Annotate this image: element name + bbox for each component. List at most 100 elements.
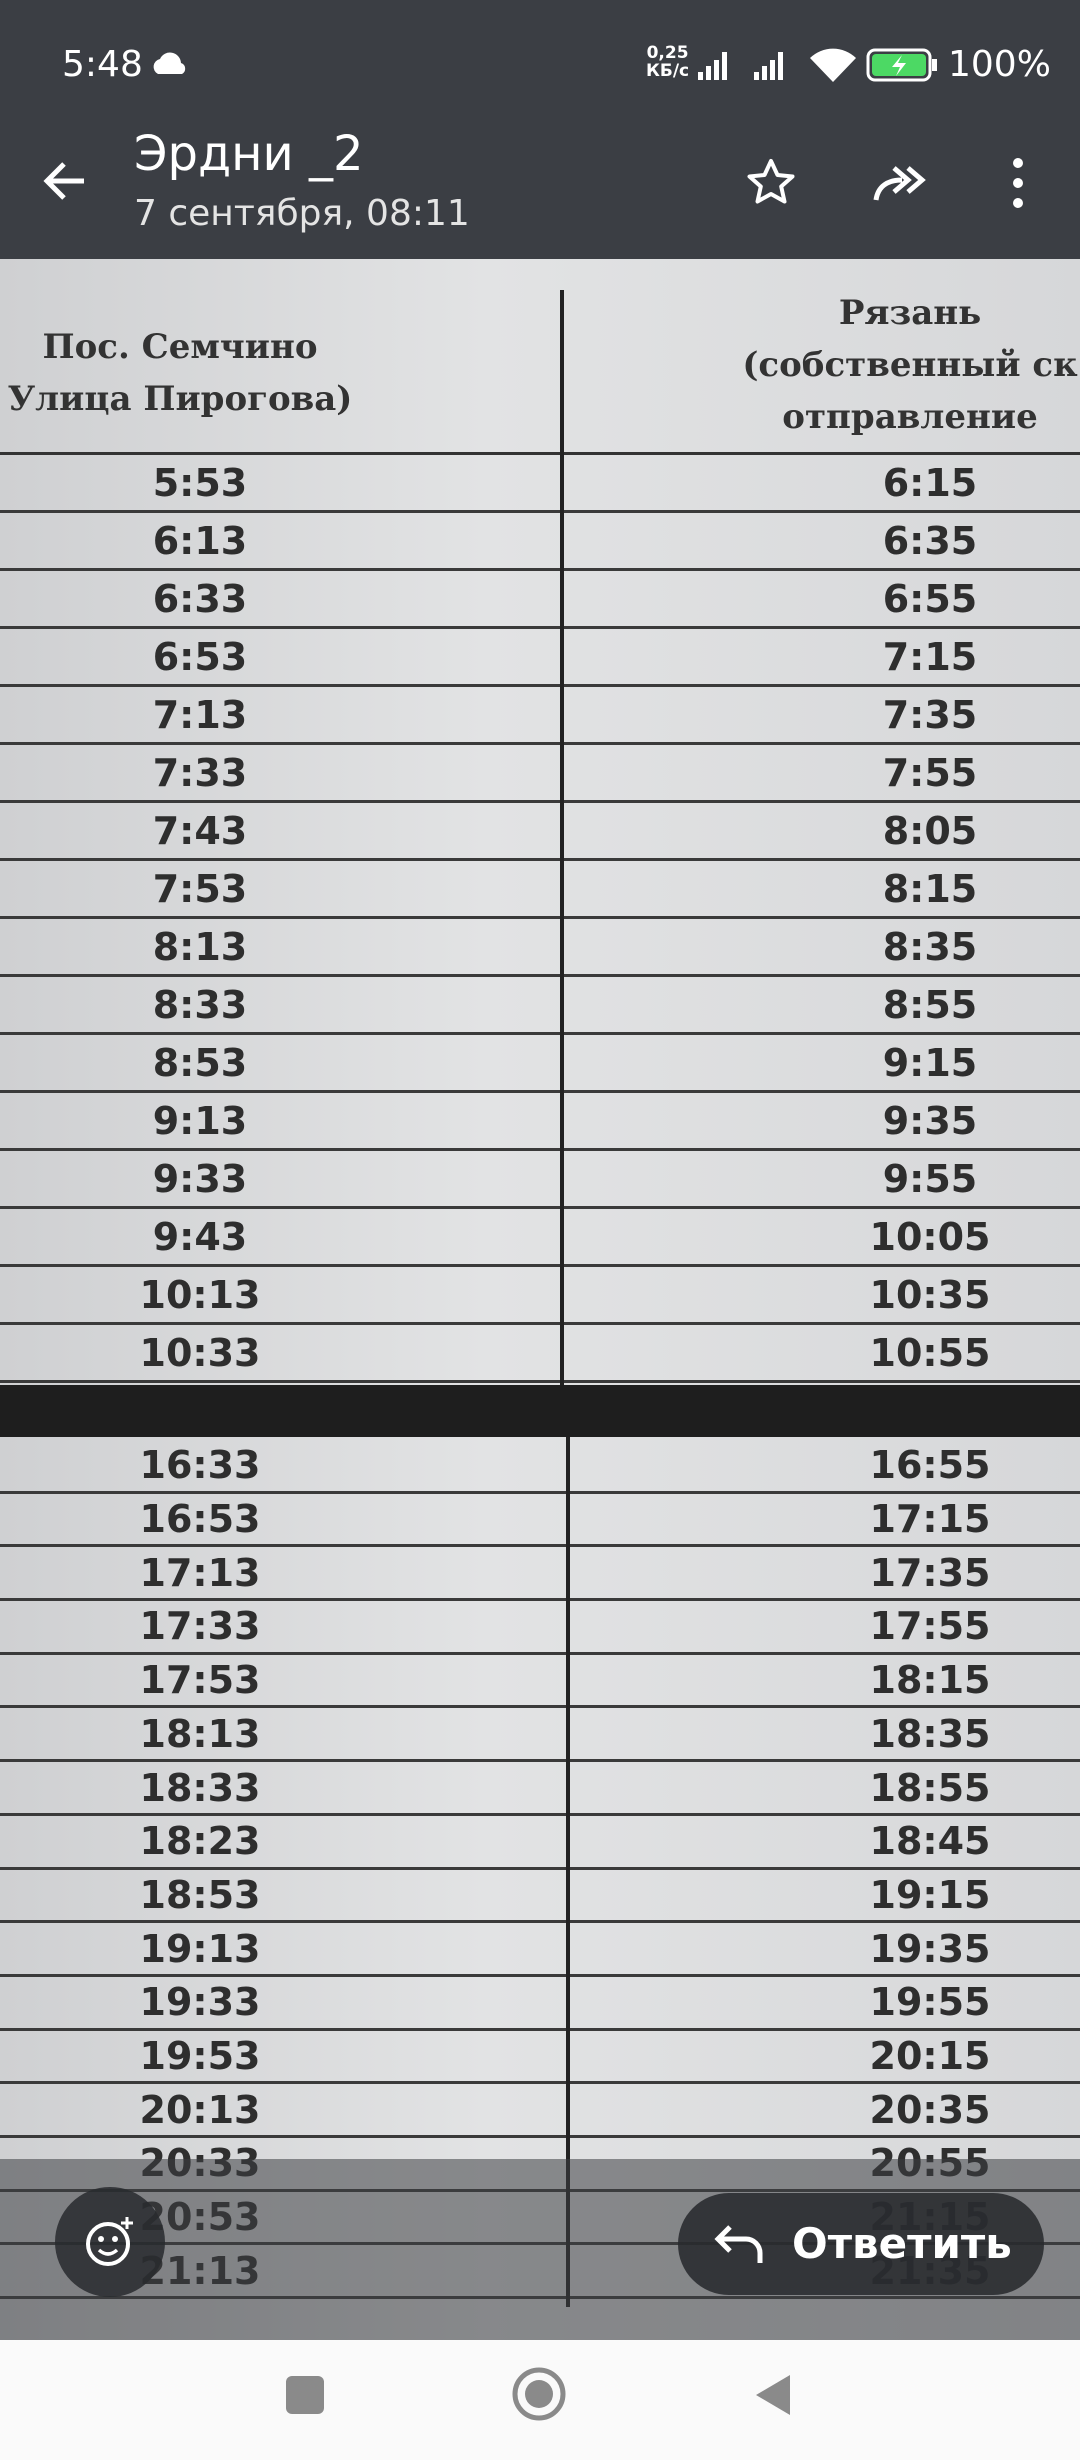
- col1-header: Пос. Семчино Улица Пирогова): [0, 321, 390, 425]
- column-divider: [560, 290, 564, 1385]
- time-cell: 8:53: [152, 1040, 248, 1085]
- time-cell: 10:05: [869, 1214, 991, 1259]
- time-cell: 16:53: [139, 1497, 261, 1542]
- time-cell: 18:33: [139, 1765, 261, 1810]
- time-cell: 19:13: [139, 1926, 261, 1971]
- timetable-row: 8:13 8:35: [0, 919, 1080, 977]
- time-cell: 8:13: [152, 924, 248, 969]
- photo: Пос. Семчино Улица Пирогова) Рязань (соб…: [0, 0, 1080, 2340]
- time-cell: 19:15: [869, 1872, 991, 1917]
- time-cell: 7:35: [882, 692, 978, 737]
- star-button[interactable]: [745, 157, 797, 209]
- time-cell: 19:53: [139, 2034, 261, 2079]
- timetable-row: 16:33 16:55: [0, 1440, 1080, 1494]
- battery-level: 100%: [948, 44, 1051, 85]
- forward-button[interactable]: [872, 160, 932, 206]
- time-cell: 8:05: [882, 808, 978, 853]
- time-cell: 6:13: [152, 518, 248, 563]
- recents-button[interactable]: [284, 2374, 326, 2416]
- timetable-row: 19:13 19:35: [0, 1923, 1080, 1977]
- time-cell: 7:55: [882, 750, 978, 795]
- column-divider: [566, 1437, 570, 2307]
- header-line: Пос. Семчино: [42, 327, 318, 367]
- time-cell: 9:43: [152, 1214, 248, 1259]
- time-cell: 18:55: [869, 1765, 991, 1810]
- menu-button[interactable]: [1006, 156, 1030, 210]
- nav-bar: [0, 2340, 1080, 2460]
- timetable-row: 7:53 8:15: [0, 861, 1080, 919]
- time-cell: 18:13: [139, 1711, 261, 1756]
- time-cell: 7:53: [152, 866, 248, 911]
- home-button[interactable]: [511, 2366, 567, 2422]
- time-cell: 8:35: [882, 924, 978, 969]
- timetable-row: 5:53 6:15: [0, 455, 1080, 513]
- time-cell: 18:35: [869, 1711, 991, 1756]
- time-cell: 17:13: [139, 1550, 261, 1595]
- time-cell: 17:15: [869, 1497, 991, 1542]
- black-band: [0, 1385, 1080, 1437]
- time-cell: 20:15: [869, 2034, 991, 2079]
- time-cell: 19:35: [869, 1926, 991, 1971]
- app-bar: 5:48 0,25 КБ/с 100% Эрдни _2 7 сентября,…: [0, 0, 1080, 259]
- time-cell: 7:43: [152, 808, 248, 853]
- time-cell: 19:33: [139, 1980, 261, 2025]
- emoji-button[interactable]: [55, 2187, 165, 2297]
- time-cell: 17:55: [869, 1604, 991, 1649]
- timetable-row: 6:53 7:15: [0, 629, 1080, 687]
- time-cell: 6:55: [882, 576, 978, 621]
- timetable-row: 17:33 17:55: [0, 1601, 1080, 1655]
- col2-header: Рязань (собственный ск отправление: [630, 287, 1080, 443]
- back-nav-button[interactable]: [752, 2372, 792, 2418]
- time-cell: 10:13: [139, 1272, 261, 1317]
- timetable-row: 6:13 6:35: [0, 513, 1080, 571]
- timetable-row: 6:33 6:55: [0, 571, 1080, 629]
- time-cell: 9:33: [152, 1156, 248, 1201]
- time-cell: 5:53: [152, 460, 248, 505]
- timetable-row: 7:13 7:35: [0, 687, 1080, 745]
- signal-icons: [698, 52, 783, 80]
- time-cell: 18:45: [869, 1819, 991, 1864]
- time-cell: 9:15: [882, 1040, 978, 1085]
- table-header: Пос. Семчино Улица Пирогова) Рязань (соб…: [0, 259, 1080, 455]
- header-line: Улица Пирогова): [7, 379, 353, 419]
- timetable-row: 18:13 18:35: [0, 1709, 1080, 1763]
- net-unit: КБ/с: [646, 61, 690, 81]
- time-cell: 10:33: [139, 1330, 261, 1375]
- battery-icon: [866, 48, 937, 82]
- time-cell: 17:33: [139, 1604, 261, 1649]
- timetable-row: 9:43 10:05: [0, 1209, 1080, 1267]
- cloud-icon: [153, 52, 186, 74]
- timetable-row: 20:13 20:35: [0, 2084, 1080, 2139]
- time-cell: 9:55: [882, 1156, 978, 1201]
- timetable-row: 17:53 18:15: [0, 1655, 1080, 1709]
- net-speed: 0,25 КБ/с: [646, 44, 689, 80]
- time-cell: 10:55: [869, 1330, 991, 1375]
- header-line: отправление: [782, 397, 1038, 437]
- timetable-row: 9:33 9:55: [0, 1151, 1080, 1209]
- back-button[interactable]: [40, 156, 90, 206]
- time-cell: 7:15: [882, 634, 978, 679]
- time-cell: 7:13: [152, 692, 248, 737]
- timetable-row: 17:13 17:35: [0, 1547, 1080, 1602]
- reply-icon: [714, 2225, 763, 2263]
- timetable-row: 18:53 19:15: [0, 1870, 1080, 1924]
- time-cell: 6:35: [882, 518, 978, 563]
- time-cell: 18:23: [139, 1819, 261, 1864]
- timetable-row: 7:43 8:05: [0, 803, 1080, 861]
- time-cell: 20:13: [139, 2087, 261, 2132]
- time-cell: 16:55: [869, 1443, 991, 1488]
- time-cell: 10:35: [869, 1272, 991, 1317]
- timetable-row: 9:13 9:35: [0, 1093, 1080, 1151]
- timetable-row: 8:33 8:55: [0, 977, 1080, 1035]
- clock: 5:48: [62, 44, 143, 85]
- header-line: (собственный ск: [742, 345, 1078, 385]
- time-cell: 19:55: [869, 1980, 991, 2025]
- reply-button[interactable]: Ответить: [678, 2193, 1044, 2295]
- reply-label: Ответить: [792, 2219, 1012, 2268]
- chat-title: Эрдни _2: [134, 126, 364, 182]
- timetable-row: 18:33 18:55: [0, 1762, 1080, 1816]
- timetable-row: 18:23 18:45: [0, 1816, 1080, 1870]
- time-cell: 9:13: [152, 1098, 248, 1143]
- time-cell: 7:33: [152, 750, 248, 795]
